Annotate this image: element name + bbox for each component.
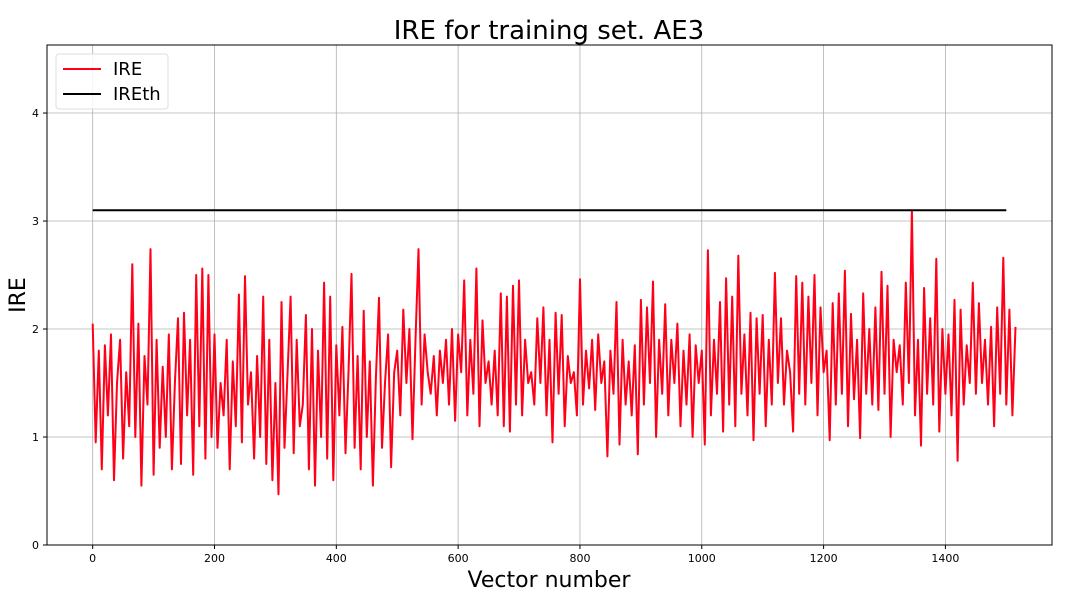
x-tick-label: 1400 — [931, 552, 959, 565]
x-tick-label: 1000 — [688, 552, 716, 565]
y-tick-label: 1 — [32, 431, 39, 444]
y-tick-label: 4 — [32, 107, 39, 120]
series-line-ire — [91, 209, 1017, 496]
y-tick-label: 0 — [32, 539, 39, 552]
y-tick-label: 3 — [32, 215, 39, 228]
legend-label-ire: IRE — [113, 59, 142, 80]
x-tick-label: 400 — [326, 552, 347, 565]
x-tick-label: 0 — [89, 552, 96, 565]
y-tick-label: 2 — [32, 323, 39, 336]
ticks: 0 200 400 600 800 1000 1200 1400 0 1 2 3 4 — [32, 107, 959, 565]
legend-label-ireth: IREth — [113, 84, 161, 105]
legend-box — [55, 53, 169, 110]
legend: IRE IREth — [55, 53, 169, 110]
y-axis-label: IRE — [6, 277, 31, 313]
plot-frame — [46, 44, 1053, 546]
x-tick-label: 200 — [204, 552, 225, 565]
x-tick-label: 1200 — [810, 552, 838, 565]
series-layer — [91, 209, 1017, 496]
grid — [47, 45, 1052, 546]
x-tick-label: 600 — [448, 552, 469, 565]
x-axis-label: Vector number — [468, 568, 632, 593]
x-tick-label: 800 — [569, 552, 590, 565]
chart-title: IRE for training set. AE3 — [394, 16, 704, 46]
